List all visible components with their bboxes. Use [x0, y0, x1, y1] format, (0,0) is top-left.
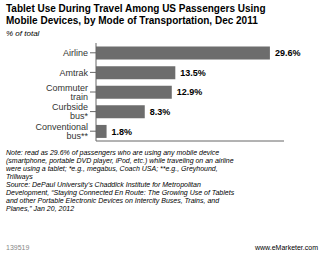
html-text:% of total: % of total — [6, 29, 40, 38]
svg-text:8.3%: 8.3% — [150, 107, 171, 117]
svg-text:Curbsidebus*: Curbsidebus* — [52, 102, 89, 121]
svg-text:1.8%: 1.8% — [112, 127, 133, 137]
svg-text:Airline: Airline — [63, 48, 88, 58]
svg-text:29.6%: 29.6% — [275, 48, 301, 58]
html-text:139519: 139519 — [6, 244, 30, 251]
svg-text:Amtrak: Amtrak — [59, 68, 88, 78]
html-text:www.eMarketer.com: www.eMarketer.com — [255, 244, 318, 251]
svg-text:12.9%: 12.9% — [177, 87, 203, 97]
svg-text:13.5%: 13.5% — [180, 68, 206, 78]
html-text:Tablet Use During Travel Among: Tablet Use During Travel Among US Passen… — [6, 3, 266, 26]
html-text:Note: read as 29.6% of passeng: Note: read as 29.6% of passengers who ar… — [6, 149, 235, 212]
svg-text:Conventionalbus**: Conventionalbus** — [35, 122, 88, 141]
svg-text:Commutertrain: Commutertrain — [46, 83, 88, 102]
